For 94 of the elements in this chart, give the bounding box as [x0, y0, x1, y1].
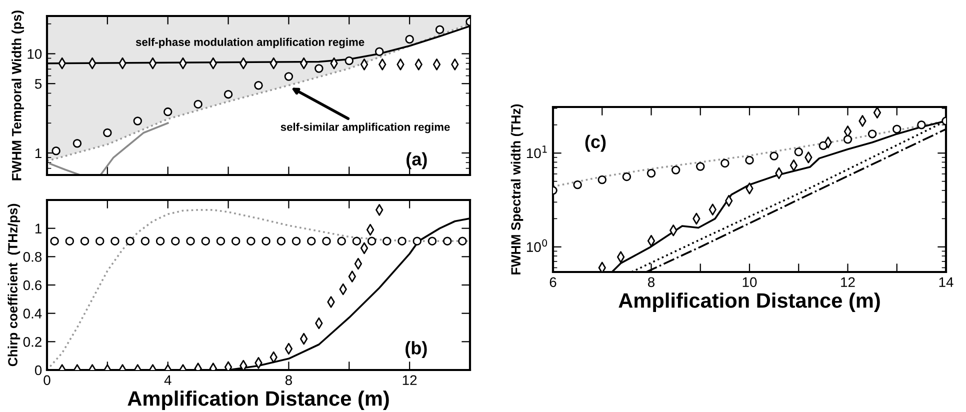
y-tick-label: 0 [34, 365, 42, 376]
point [646, 168, 656, 178]
annotation: (b) [406, 341, 427, 358]
point [126, 236, 134, 246]
point [616, 251, 625, 263]
x-tick-label: 12 [402, 375, 417, 385]
x-tick-label: 10 [742, 277, 757, 288]
x-tick-label: 14 [939, 277, 954, 287]
annotation: self-phase modulation amplification regime [136, 38, 364, 48]
line-series [100, 122, 169, 175]
point [360, 58, 368, 70]
y-tick-label: 1 [35, 148, 42, 158]
point [428, 236, 437, 246]
x-axis-title: Amplification Distance (m) [618, 292, 880, 312]
y-tick-label: 0.8 [23, 252, 42, 262]
point [240, 360, 248, 370]
point [284, 72, 294, 81]
y-tick-label: 0.6 [23, 280, 42, 290]
point [374, 47, 384, 56]
y-tick-label: 0.4 [23, 308, 42, 319]
point [276, 236, 286, 246]
point [352, 236, 362, 246]
point [103, 128, 112, 138]
point [140, 236, 150, 246]
point [671, 166, 680, 174]
y-tick-label: 5 [34, 79, 42, 89]
point [432, 58, 441, 70]
point [110, 236, 120, 246]
point [382, 236, 392, 246]
x-tick-label: 8 [648, 277, 655, 288]
point [458, 236, 467, 246]
point [745, 156, 754, 165]
x-tick-label: 6 [550, 277, 556, 288]
point [873, 107, 882, 119]
point [156, 236, 165, 246]
point [892, 124, 902, 134]
point [843, 135, 852, 144]
point [818, 141, 828, 150]
y-tick-label: 1 [35, 224, 42, 234]
point [322, 236, 331, 246]
point [254, 81, 263, 90]
y-axis-title: Chirp coefficient (THz/ps) [8, 204, 20, 366]
y-tick-label: 10$^{0}$ [526, 239, 548, 252]
point [171, 236, 180, 246]
point [194, 100, 202, 109]
point [337, 236, 346, 246]
y-axis-title: FWHM Temporal Width (ps) [12, 10, 24, 180]
annotation: self-similar amplification regime [280, 122, 450, 134]
y-tick-label: 0.2 [23, 337, 42, 347]
point [794, 148, 803, 156]
point [573, 180, 582, 190]
point [133, 116, 142, 126]
point [770, 152, 778, 160]
point [50, 236, 59, 246]
point [246, 236, 256, 246]
point [163, 107, 172, 116]
point [442, 236, 452, 246]
point [435, 25, 444, 34]
point [307, 236, 316, 246]
point [65, 236, 74, 246]
y-tick-label: 10 [28, 49, 42, 59]
point [622, 172, 632, 182]
point [201, 236, 210, 246]
point [412, 236, 422, 246]
point [367, 236, 376, 246]
y-axis-title: FWHM Spectral width (THz) [510, 104, 524, 274]
point [186, 236, 195, 246]
x-tick-label: 8 [285, 375, 292, 386]
point [598, 175, 606, 184]
point [262, 236, 270, 246]
annotation: (a) [406, 152, 427, 170]
point [52, 146, 60, 156]
point [868, 130, 877, 138]
point [96, 236, 104, 246]
point [720, 158, 730, 168]
x-tick-label: 0 [44, 375, 50, 386]
y-tick-label: 10$^{1}$ [526, 146, 547, 158]
point [72, 138, 82, 148]
point [344, 56, 354, 66]
x-tick-label: 12 [841, 277, 855, 287]
x-axis-title: Amplification Distance (m) [128, 390, 389, 410]
annotation: (c) [585, 134, 606, 152]
point [80, 236, 90, 246]
x-tick-label: 4 [164, 375, 172, 385]
point [917, 120, 926, 130]
point [598, 262, 606, 272]
point [314, 64, 324, 73]
point [231, 236, 240, 246]
point [398, 236, 406, 246]
point [224, 90, 233, 99]
point [696, 162, 705, 171]
point [292, 236, 301, 246]
point [216, 236, 226, 246]
point [405, 34, 414, 44]
